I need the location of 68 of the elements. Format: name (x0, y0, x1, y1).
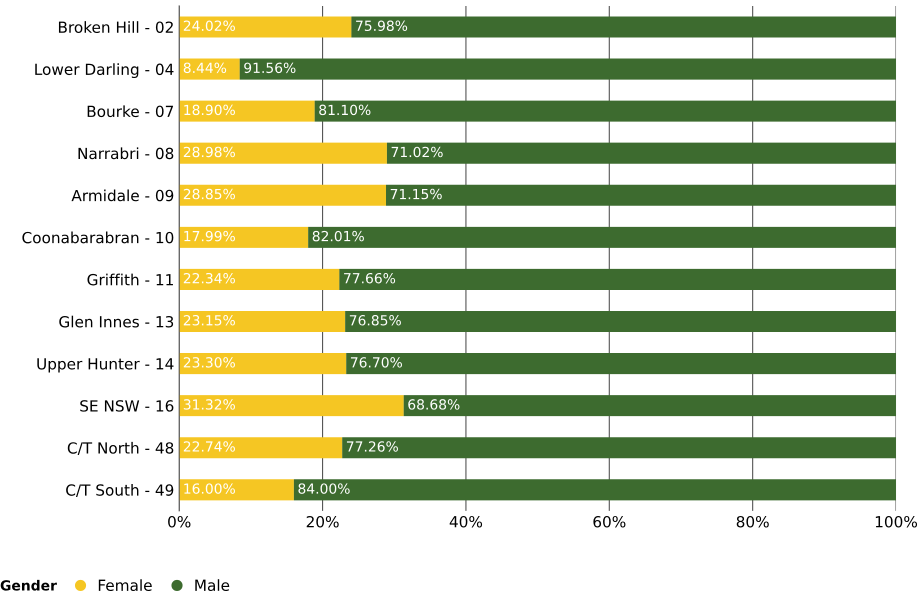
bar (386, 184, 896, 206)
y-tick-label: Bourke - 07 (88, 105, 174, 118)
legend-label: Male (195, 579, 230, 592)
data-label: 24.02% (184, 20, 235, 32)
bar (308, 226, 896, 248)
bar (294, 479, 896, 500)
data-label: 77.66% (344, 272, 396, 284)
data-label: 16.00% (184, 483, 235, 494)
y-tick-label: Broken Hill - 02 (58, 21, 173, 33)
y-tick-label: Coonabarabran - 10 (22, 232, 174, 244)
bar (404, 395, 896, 416)
data-label: 17.99% (184, 230, 235, 242)
y-tick-label: SE NSW - 16 (80, 400, 174, 412)
bar (179, 353, 346, 374)
bar (179, 479, 294, 500)
y-tick-label: Armidale - 09 (72, 189, 174, 202)
bar (179, 268, 340, 290)
data-label: 76.85% (350, 315, 401, 326)
x-tick-label: 100% (876, 516, 918, 528)
bar (342, 437, 896, 458)
bar (179, 16, 352, 38)
data-label: 22.34% (184, 272, 235, 284)
bar (179, 310, 346, 332)
y-tick-label: Lower Darling - 04 (35, 63, 174, 78)
data-label: 8.44% (184, 62, 226, 74)
x-tick-label: 20% (306, 516, 339, 528)
bar (179, 437, 342, 458)
bar (240, 58, 896, 80)
data-label: 28.85% (184, 188, 235, 200)
x-tick-label: 60% (593, 516, 626, 528)
bar (179, 226, 308, 248)
y-tick-label: Griffith - 11 (88, 274, 173, 286)
data-label: 28.98% (184, 146, 235, 158)
bar (351, 16, 896, 38)
data-label: 31.32% (184, 399, 235, 410)
data-label: 77.26% (346, 441, 398, 452)
bar (386, 142, 896, 164)
data-label: 82.01% (312, 230, 364, 242)
bar (339, 268, 896, 290)
bar (314, 100, 896, 122)
y-tick-label: Narrabri - 08 (78, 147, 174, 160)
x-tick-label: 40% (450, 516, 482, 528)
data-label: 75.98% (356, 20, 408, 32)
data-label: 18.90% (184, 104, 235, 116)
legend-label: Female (98, 579, 152, 592)
data-label: 22.74% (184, 441, 235, 452)
data-label: 71.02% (392, 146, 443, 158)
y-tick-label: C/T North - 48 (68, 442, 174, 455)
data-label: 76.70% (350, 357, 402, 368)
data-label: 68.68% (408, 399, 460, 410)
data-label: 23.15% (184, 315, 235, 326)
data-label: 84.00% (298, 483, 350, 494)
x-tick-label: 80% (736, 516, 769, 528)
y-tick-label: Upper Hunter - 14 (37, 358, 174, 373)
data-label: 91.56% (244, 62, 296, 74)
bar (179, 395, 404, 416)
bar (179, 184, 386, 206)
bar (179, 100, 315, 122)
bar (345, 310, 896, 332)
y-tick-label: Glen Innes - 13 (59, 316, 174, 328)
bar (179, 142, 387, 164)
legend-title: Gender (0, 580, 57, 591)
data-label: 71.15% (390, 188, 442, 200)
y-tick-label: C/T South - 49 (66, 484, 174, 498)
x-tick-label: 0% (168, 516, 190, 528)
bar (346, 353, 896, 374)
data-label: 81.10% (319, 104, 370, 116)
data-label: 23.30% (184, 357, 235, 368)
